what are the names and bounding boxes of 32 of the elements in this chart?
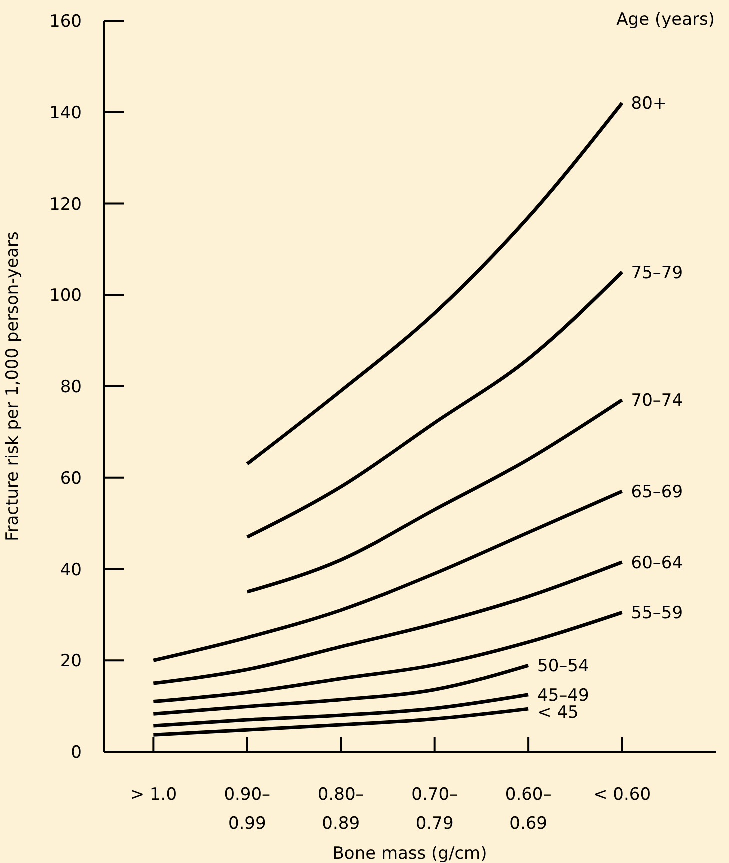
series-label: 55–59 <box>631 604 684 624</box>
series-label: 65–69 <box>631 482 684 503</box>
y-tick-label: 100 <box>50 286 82 306</box>
line-series <box>152 560 624 686</box>
y-tick-label: 120 <box>50 194 82 215</box>
y-tick-label: 40 <box>60 560 82 580</box>
y-tick-label: 80 <box>60 378 82 398</box>
x-tick-label: 0.70– 0.79 <box>412 785 458 834</box>
series-label: 50–54 <box>538 656 590 677</box>
line-series <box>246 398 624 594</box>
line-series <box>246 101 624 466</box>
y-tick-label: 20 <box>60 652 82 672</box>
y-tick-label: 140 <box>50 103 82 124</box>
y-tick-label: 60 <box>60 468 82 489</box>
x-tick-label: 0.60– 0.69 <box>505 785 552 834</box>
legend-title: Age (years) <box>616 10 715 30</box>
line-series <box>152 693 530 728</box>
line-series <box>152 610 624 704</box>
x-tick-label: 0.90– 0.99 <box>224 785 271 834</box>
x-tick-label: 0.80– 0.89 <box>318 785 364 834</box>
series-label: 75–79 <box>631 263 684 284</box>
x-axis-title: Bone mass (g/cm) <box>332 844 488 863</box>
series-label: 60–64 <box>631 553 684 574</box>
y-tick-label: 0 <box>71 743 82 763</box>
y-tick-label: 160 <box>50 12 82 32</box>
line-series <box>152 664 530 716</box>
series-label: 80+ <box>631 94 668 114</box>
y-axis-title: Fracture risk per 1,000 person-years <box>3 232 24 542</box>
x-tick-label: > 1.0 <box>130 785 178 805</box>
x-tick-label: < 0.60 <box>594 785 652 805</box>
series-label: 70–74 <box>631 391 684 412</box>
line-series <box>246 270 624 540</box>
